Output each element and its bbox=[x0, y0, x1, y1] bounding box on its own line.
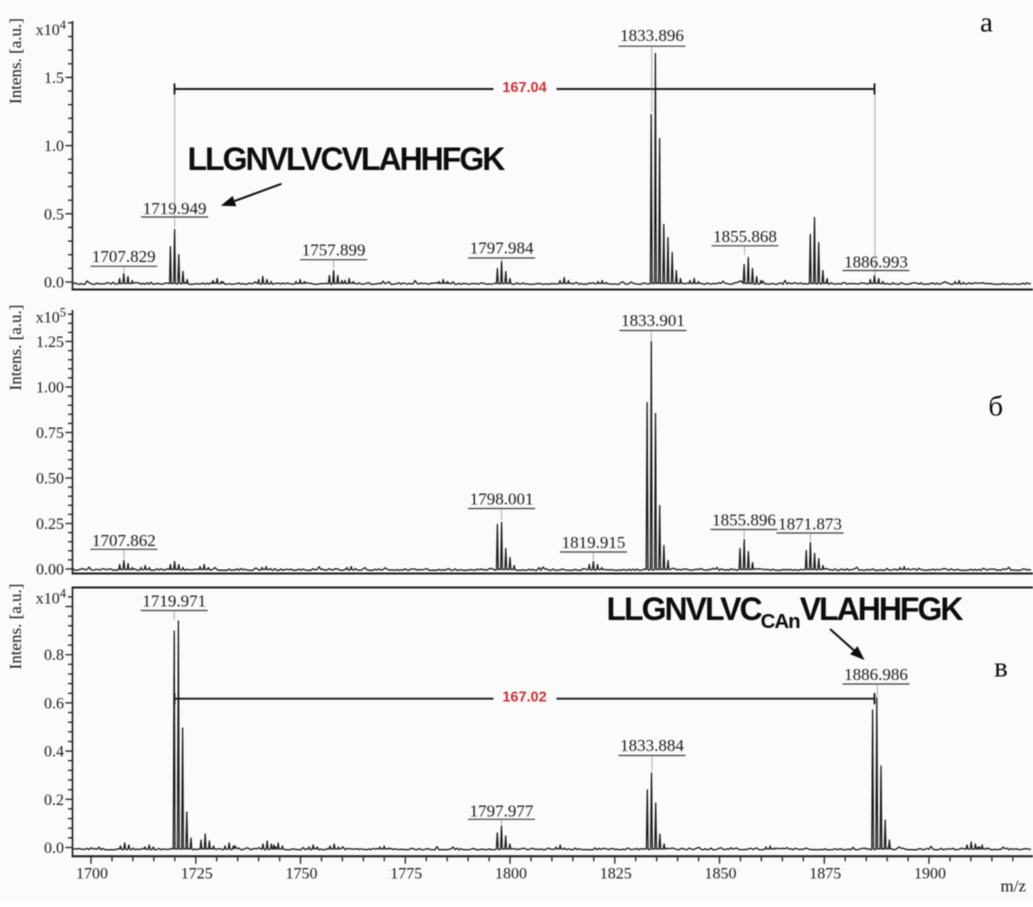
svg-text:0.75: 0.75 bbox=[36, 425, 64, 442]
svg-text:0.8: 0.8 bbox=[44, 647, 64, 664]
svg-text:0.5: 0.5 bbox=[44, 206, 64, 223]
svg-text:1.0: 1.0 bbox=[44, 138, 64, 155]
svg-text:1886.993: 1886.993 bbox=[844, 253, 908, 272]
svg-text:1886.986: 1886.986 bbox=[844, 665, 908, 684]
svg-text:1825: 1825 bbox=[600, 866, 632, 883]
svg-text:1725: 1725 bbox=[181, 866, 213, 883]
svg-text:x104: x104 bbox=[36, 18, 67, 39]
svg-text:1798.001: 1798.001 bbox=[470, 489, 534, 508]
svg-text:1875: 1875 bbox=[809, 866, 841, 883]
svg-text:1.00: 1.00 bbox=[36, 380, 64, 397]
svg-text:1.5: 1.5 bbox=[44, 70, 64, 87]
svg-text:а: а bbox=[980, 7, 993, 39]
svg-text:167.02: 167.02 bbox=[502, 690, 546, 706]
svg-text:x104: x104 bbox=[36, 587, 67, 608]
svg-text:LLGNVLVCCAnVLAHHFGK: LLGNVLVCCAnVLAHHFGK bbox=[607, 591, 964, 633]
svg-text:0.0: 0.0 bbox=[44, 275, 64, 292]
svg-text:1.25: 1.25 bbox=[36, 334, 64, 351]
svg-text:1797.977: 1797.977 bbox=[470, 801, 534, 820]
svg-text:1833.901: 1833.901 bbox=[621, 311, 685, 330]
svg-text:0.25: 0.25 bbox=[36, 516, 64, 533]
svg-text:167.04: 167.04 bbox=[502, 80, 546, 96]
svg-text:0.4: 0.4 bbox=[44, 744, 64, 761]
svg-text:1719.971: 1719.971 bbox=[142, 591, 206, 610]
svg-text:Intens. [a.u.]: Intens. [a.u.] bbox=[6, 305, 25, 391]
svg-text:0.50: 0.50 bbox=[36, 471, 64, 488]
svg-text:1819.915: 1819.915 bbox=[562, 533, 626, 552]
svg-text:1900: 1900 bbox=[914, 866, 946, 883]
svg-text:1757.899: 1757.899 bbox=[302, 240, 366, 259]
svg-text:0.00: 0.00 bbox=[36, 562, 64, 579]
svg-text:1800: 1800 bbox=[495, 866, 527, 883]
svg-text:1833.896: 1833.896 bbox=[620, 26, 684, 45]
svg-text:Intens. [a.u.]: Intens. [a.u.] bbox=[6, 18, 25, 104]
svg-text:m/z: m/z bbox=[1001, 877, 1027, 896]
svg-text:1871.873: 1871.873 bbox=[778, 514, 842, 533]
svg-text:1707.829: 1707.829 bbox=[92, 247, 156, 266]
svg-text:1855.896: 1855.896 bbox=[712, 510, 776, 529]
svg-text:x105: x105 bbox=[36, 306, 66, 327]
svg-text:1700: 1700 bbox=[76, 866, 108, 883]
svg-text:0.2: 0.2 bbox=[44, 792, 64, 809]
svg-text:0.0: 0.0 bbox=[44, 840, 64, 857]
svg-text:1719.949: 1719.949 bbox=[143, 199, 207, 218]
svg-text:1833.884: 1833.884 bbox=[620, 736, 684, 755]
svg-text:1707.862: 1707.862 bbox=[92, 531, 156, 550]
svg-text:Intens. [a.u.]: Intens. [a.u.] bbox=[6, 584, 25, 670]
svg-text:1797.984: 1797.984 bbox=[470, 238, 534, 257]
svg-text:1775: 1775 bbox=[390, 866, 422, 883]
svg-text:0.6: 0.6 bbox=[44, 695, 64, 712]
svg-text:в: в bbox=[994, 652, 1008, 684]
svg-text:1850: 1850 bbox=[705, 866, 737, 883]
svg-text:LLGNVLVCVLAHHFGK: LLGNVLVCVLAHHFGK bbox=[188, 141, 506, 177]
svg-text:б: б bbox=[988, 391, 1003, 423]
svg-text:1855.868: 1855.868 bbox=[713, 227, 777, 246]
svg-text:1750: 1750 bbox=[286, 866, 318, 883]
